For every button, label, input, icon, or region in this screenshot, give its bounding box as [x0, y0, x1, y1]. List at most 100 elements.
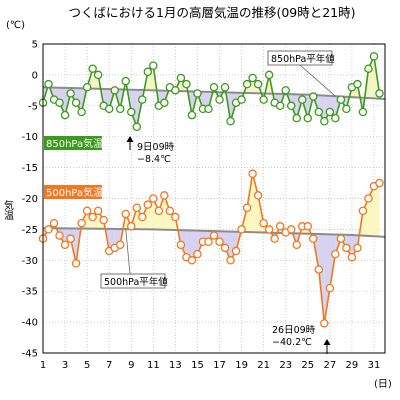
data-point	[259, 218, 268, 228]
data-point	[121, 209, 130, 219]
data-point	[320, 319, 329, 328]
data-point	[369, 52, 379, 61]
data-point	[171, 212, 180, 222]
data-point	[60, 240, 70, 250]
x-unit: (日)	[374, 379, 392, 390]
data-point	[347, 252, 357, 262]
data-point	[88, 212, 97, 222]
data-point	[171, 86, 180, 95]
data-point	[204, 104, 213, 114]
series-labels: 850hPa気温 500hPa気温 850hPa平年値 500hPa平年値	[44, 50, 336, 289]
y-tick-label: -35	[22, 287, 38, 298]
data-point	[253, 79, 263, 89]
y-tick-label: -10	[22, 132, 38, 143]
data-point	[104, 104, 114, 114]
data-point	[182, 79, 191, 89]
data-point	[132, 203, 142, 213]
data-point	[149, 61, 158, 70]
data-point	[314, 265, 324, 274]
data-point	[226, 117, 235, 126]
data-point	[325, 283, 335, 293]
data-point	[292, 113, 301, 123]
data-point	[237, 95, 246, 104]
x-tick-label: 11	[147, 360, 160, 371]
data-point	[49, 218, 59, 228]
annotation-arrow-head	[126, 136, 134, 142]
data-point	[88, 64, 97, 73]
y-tick-label: -40	[22, 318, 38, 329]
data-point	[309, 92, 318, 101]
x-tick-label: 19	[235, 360, 248, 371]
x-tick-label: 5	[84, 360, 90, 371]
data-point	[358, 206, 368, 216]
annotations: 9日09時−8.4℃ 26日09時−40.2℃	[126, 136, 331, 354]
x-tick-label: 21	[257, 360, 270, 371]
data-point	[149, 194, 158, 203]
data-point	[342, 243, 351, 253]
data-point	[71, 98, 81, 107]
series-badge-bg	[44, 185, 102, 199]
annotation-line1: 9日09時	[137, 142, 175, 153]
annotation-line1: 26日09時	[272, 325, 316, 336]
data-point	[138, 95, 147, 104]
x-tick-label: 1	[40, 360, 46, 371]
data-point	[353, 79, 362, 89]
anomaly-fill	[318, 95, 325, 122]
data-point	[209, 83, 219, 92]
anomaly-fill	[324, 234, 330, 324]
y-unit: (℃)	[6, 20, 25, 31]
y-tick-label: -15	[22, 163, 38, 174]
data-point	[364, 194, 373, 203]
anomaly-fill	[202, 91, 209, 109]
data-point	[77, 218, 86, 228]
x-tick-label: 27	[323, 360, 336, 371]
data-point	[226, 256, 235, 265]
data-point	[375, 89, 384, 98]
data-point	[160, 191, 169, 200]
x-tick-label: 25	[301, 360, 314, 371]
data-point	[336, 95, 346, 104]
normal-leader-line	[299, 64, 336, 97]
data-point	[66, 234, 75, 243]
data-point	[132, 122, 142, 132]
series-badge-label: 500hPa気温	[46, 186, 103, 199]
data-point	[220, 83, 230, 92]
data-point	[176, 240, 186, 250]
data-point	[82, 206, 92, 216]
y-tick-labels: 5 0 -5 -10 -15 -20 -25 -30 -35 -40 -45	[22, 40, 38, 360]
normal-label-box	[100, 273, 166, 289]
y-tick-label: -5	[28, 101, 38, 112]
data-point	[215, 237, 224, 247]
data-point	[281, 86, 290, 95]
data-point	[55, 231, 64, 240]
data-point	[193, 89, 202, 98]
anomaly-fill	[252, 173, 259, 233]
anomaly-fill	[131, 89, 137, 127]
data-point	[60, 110, 70, 120]
data-point	[342, 104, 351, 114]
anomaly-fill	[324, 95, 330, 122]
data-point	[127, 222, 136, 231]
x-tick-label: 29	[346, 360, 359, 371]
data-point	[237, 225, 246, 234]
anomaly-fill	[318, 234, 325, 324]
data-point	[71, 259, 81, 268]
data-point	[77, 107, 86, 117]
y-tick-label: -30	[22, 256, 38, 267]
data-point	[364, 64, 373, 73]
y-tick-label: 0	[32, 70, 38, 81]
x-tick-label: 9	[128, 360, 134, 371]
chart-title: つくばにおける1月の高層気温の推移(09時と21時)	[68, 5, 355, 20]
data-point	[121, 76, 130, 86]
data-point	[110, 86, 119, 95]
normal-label: 850hPa平年値	[271, 53, 335, 65]
normal-line-1	[42, 227, 386, 238]
data-point	[331, 113, 340, 123]
x-tick-labels: 1 3 5 7 9 11 13 15 17 19 21 23 25 27 29 31	[40, 360, 381, 371]
data-point	[309, 234, 318, 243]
data-point	[231, 246, 241, 256]
data-point	[264, 70, 274, 80]
data-point	[138, 212, 147, 222]
data-point	[314, 107, 324, 117]
data-point	[320, 117, 329, 126]
